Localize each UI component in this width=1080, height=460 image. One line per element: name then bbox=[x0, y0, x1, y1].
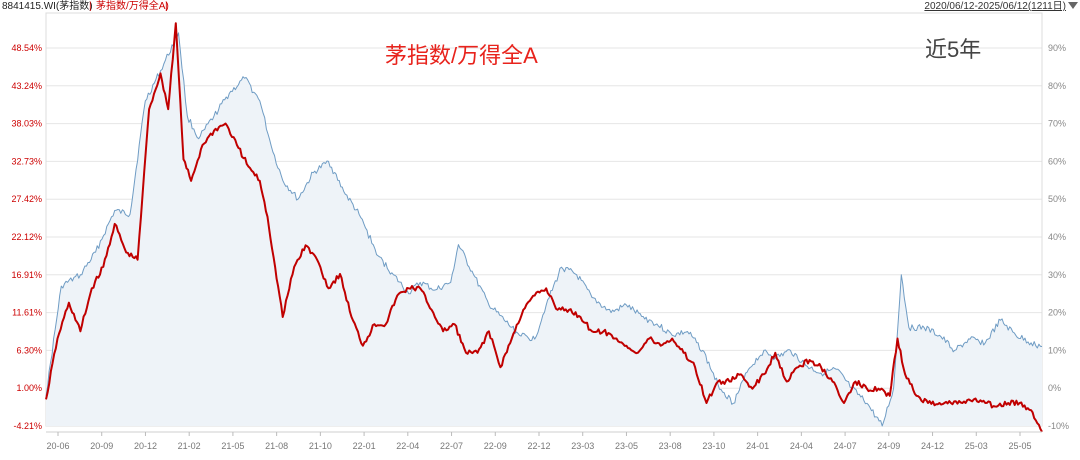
left-tick-label: 43.24% bbox=[11, 81, 42, 91]
left-tick-label: 6.30% bbox=[16, 345, 42, 355]
left-tick-label: 27.42% bbox=[11, 194, 42, 204]
x-tick-label: 20-12 bbox=[134, 441, 157, 451]
x-tick-label: 20-09 bbox=[90, 441, 113, 451]
left-tick-label: 22.12% bbox=[11, 232, 42, 242]
left-y-axis: 48.54% 43.24% 38.03% 32.73% 27.42% 22.12% 16.9… bbox=[11, 43, 42, 431]
right-tick-label: 50% bbox=[1048, 194, 1066, 204]
index-code-label[interactable]: 8841415.WI(茅指数) bbox=[2, 1, 93, 12]
left-tick-label: -4.21% bbox=[13, 421, 42, 431]
right-tick-label: 90% bbox=[1048, 43, 1066, 53]
top-bar: 8841415.WI(茅指数) | 茅指数/万得全A) | 2020/06/12… bbox=[0, 0, 1080, 14]
x-tick-label: 23-05 bbox=[615, 441, 638, 451]
right-tick-label: 10% bbox=[1048, 345, 1066, 355]
x-tick-label: 24-01 bbox=[746, 441, 769, 451]
series-area-fill bbox=[46, 32, 1042, 427]
right-tick-label: 30% bbox=[1048, 270, 1066, 280]
area-fill bbox=[46, 32, 1042, 427]
x-tick-label: 24-04 bbox=[790, 441, 813, 451]
dropdown-arrow-icon[interactable] bbox=[1068, 2, 1078, 9]
right-tick-label: 0% bbox=[1048, 383, 1061, 393]
x-tick-label: 23-10 bbox=[702, 441, 725, 451]
right-tick-label: 80% bbox=[1048, 81, 1066, 91]
right-y-axis: 90% 80% 70% 60% 50% 40% 30% 20% 10% 0% -10% bbox=[1048, 43, 1069, 431]
left-tick-label: 1.00% bbox=[16, 383, 42, 393]
right-tick-label: 60% bbox=[1048, 156, 1066, 166]
series-line-left-axis[interactable] bbox=[45, 22, 1043, 433]
header-separator-end: | bbox=[165, 1, 168, 12]
x-tick-label: 22-09 bbox=[484, 441, 507, 451]
x-tick-label: 24-07 bbox=[834, 441, 857, 451]
x-tick-label: 22-01 bbox=[353, 441, 376, 451]
x-tick-label: 20-06 bbox=[46, 441, 69, 451]
right-tick-label: 20% bbox=[1048, 308, 1066, 318]
x-tick-label: 22-07 bbox=[440, 441, 463, 451]
x-tick-label: 21-08 bbox=[265, 441, 288, 451]
x-tick-label: 22-04 bbox=[396, 441, 419, 451]
date-range-selector[interactable]: 2020/06/12-2025/06/12(1211日) bbox=[924, 1, 1066, 12]
left-tick-label: 48.54% bbox=[11, 43, 42, 53]
x-tick-label: 21-10 bbox=[309, 441, 332, 451]
x-tick-label: 21-05 bbox=[221, 441, 244, 451]
x-axis: 20-06 20-09 20-12 21-02 21-05 21-08 21-10 22-01… bbox=[46, 431, 1042, 451]
x-tick-label: 24-12 bbox=[921, 441, 944, 451]
x-tick-label: 21-02 bbox=[178, 441, 201, 451]
series-line-right-axis[interactable] bbox=[45, 32, 1043, 427]
right-tick-label: 40% bbox=[1048, 232, 1066, 242]
x-tick-label: 23-03 bbox=[571, 441, 594, 451]
period-label: 近5年 bbox=[925, 37, 982, 62]
left-tick-label: 11.61% bbox=[12, 308, 42, 318]
x-tick-label: 22-12 bbox=[527, 441, 550, 451]
chart-title: 茅指数/万得全A bbox=[385, 43, 538, 68]
left-tick-label: 32.73% bbox=[11, 156, 42, 166]
left-tick-label: 38.03% bbox=[11, 119, 42, 129]
left-tick-label: 16.91% bbox=[11, 270, 42, 280]
x-tick-label: 25-03 bbox=[965, 441, 988, 451]
header-separator: | bbox=[89, 1, 92, 12]
ratio-series-label[interactable]: 茅指数/万得全A) bbox=[96, 1, 169, 12]
x-tick-label: 25-05 bbox=[1008, 441, 1031, 451]
series-lines bbox=[45, 22, 1043, 433]
x-tick-label: 24-09 bbox=[877, 441, 900, 451]
right-tick-label: 70% bbox=[1048, 119, 1066, 129]
right-tick-label: -10% bbox=[1048, 421, 1069, 431]
x-tick-label: 23-08 bbox=[659, 441, 682, 451]
